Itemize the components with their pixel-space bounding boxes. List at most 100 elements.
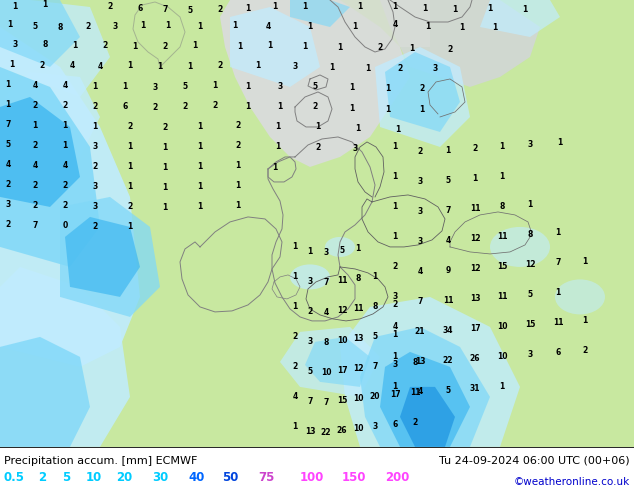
Text: 1: 1 [275,143,281,151]
Text: 11: 11 [353,304,363,314]
Text: 2: 2 [183,102,188,111]
Text: 1: 1 [292,422,297,431]
Text: 100: 100 [300,471,325,485]
Text: 7: 7 [323,398,328,407]
Text: 1: 1 [32,122,37,130]
Text: 1: 1 [5,100,11,109]
Text: 2: 2 [292,363,297,371]
Text: 13: 13 [305,427,315,437]
Text: 5: 5 [183,82,188,92]
Text: 13: 13 [470,294,480,303]
Polygon shape [375,47,470,147]
Text: 2: 2 [102,42,108,50]
Text: 1: 1 [488,4,493,14]
Text: 5: 5 [372,332,378,342]
Text: 6: 6 [555,348,560,357]
Text: 1: 1 [273,2,278,11]
Polygon shape [0,0,80,67]
Text: 1: 1 [10,60,15,70]
Text: 12: 12 [353,365,363,373]
Text: 5: 5 [339,246,344,255]
Text: 10: 10 [497,322,507,331]
Text: 8: 8 [527,230,533,240]
Text: 13: 13 [415,357,425,367]
Text: 1: 1 [330,64,335,73]
Text: 1: 1 [392,382,398,392]
Text: 1: 1 [42,0,48,9]
Text: 75: 75 [258,471,275,485]
Text: 1: 1 [275,122,281,131]
Text: 12: 12 [337,306,347,316]
Text: 2: 2 [93,163,98,172]
Text: 8: 8 [57,24,63,32]
Text: 1: 1 [62,142,68,150]
Text: 2: 2 [39,61,44,71]
Text: 3: 3 [13,41,18,49]
Text: 3: 3 [527,350,533,359]
Text: 1: 1 [245,4,250,14]
Text: 2: 2 [32,101,37,110]
Text: 11: 11 [497,232,507,242]
Text: 4: 4 [392,322,398,331]
Text: 1: 1 [472,174,477,183]
Text: 5: 5 [6,141,11,149]
Text: 1: 1 [392,202,398,212]
Text: 20: 20 [370,392,380,401]
Text: 1: 1 [8,21,13,29]
Text: 2: 2 [417,147,423,156]
Bar [230,0,430,47]
Polygon shape [480,0,560,37]
Text: 8: 8 [500,202,505,212]
Text: 3: 3 [527,141,533,149]
Text: 1: 1 [188,63,193,72]
Ellipse shape [325,237,355,257]
Polygon shape [5,72,100,157]
Text: 1: 1 [356,124,361,133]
Text: 0: 0 [62,221,68,230]
Text: 3: 3 [432,65,437,74]
Polygon shape [0,67,100,267]
Text: 2: 2 [38,471,46,485]
Text: 3: 3 [392,361,398,369]
Text: 1: 1 [419,105,425,115]
Polygon shape [0,97,80,207]
Text: 1: 1 [527,200,533,209]
Text: 4: 4 [417,268,423,276]
Text: 8: 8 [372,302,378,312]
Text: 50: 50 [222,471,238,485]
Text: 1: 1 [392,143,398,151]
Text: 1: 1 [555,228,560,238]
Text: 1: 1 [235,162,241,171]
Text: 1: 1 [197,202,203,212]
Text: 1: 1 [356,245,361,253]
Text: 1: 1 [410,45,415,53]
Text: 2: 2 [212,101,217,110]
Text: 3: 3 [112,23,118,31]
Text: 2: 2 [313,102,318,111]
Text: 1: 1 [127,163,133,172]
Text: 1: 1 [500,382,505,392]
Text: 4: 4 [5,160,11,170]
Text: 2: 2 [62,181,68,191]
Text: 1: 1 [237,43,243,51]
Text: 1: 1 [453,5,458,15]
Text: 2: 2 [152,103,158,113]
Text: 2: 2 [235,122,241,130]
Text: 17: 17 [470,324,481,333]
Text: 1: 1 [157,63,163,72]
Text: 2: 2 [5,220,11,229]
Text: 1: 1 [197,122,203,131]
Polygon shape [0,0,110,97]
Text: 1: 1 [555,289,560,297]
Text: 22: 22 [321,428,331,438]
Polygon shape [220,0,410,167]
Text: 1: 1 [197,163,203,172]
Ellipse shape [290,265,330,290]
Text: 1: 1 [93,82,98,92]
Text: 1: 1 [422,4,427,14]
Text: 12: 12 [470,265,480,273]
Text: 5: 5 [307,368,313,376]
Text: 1: 1 [140,22,146,30]
Text: 8: 8 [355,274,361,283]
Text: 4: 4 [32,81,37,91]
